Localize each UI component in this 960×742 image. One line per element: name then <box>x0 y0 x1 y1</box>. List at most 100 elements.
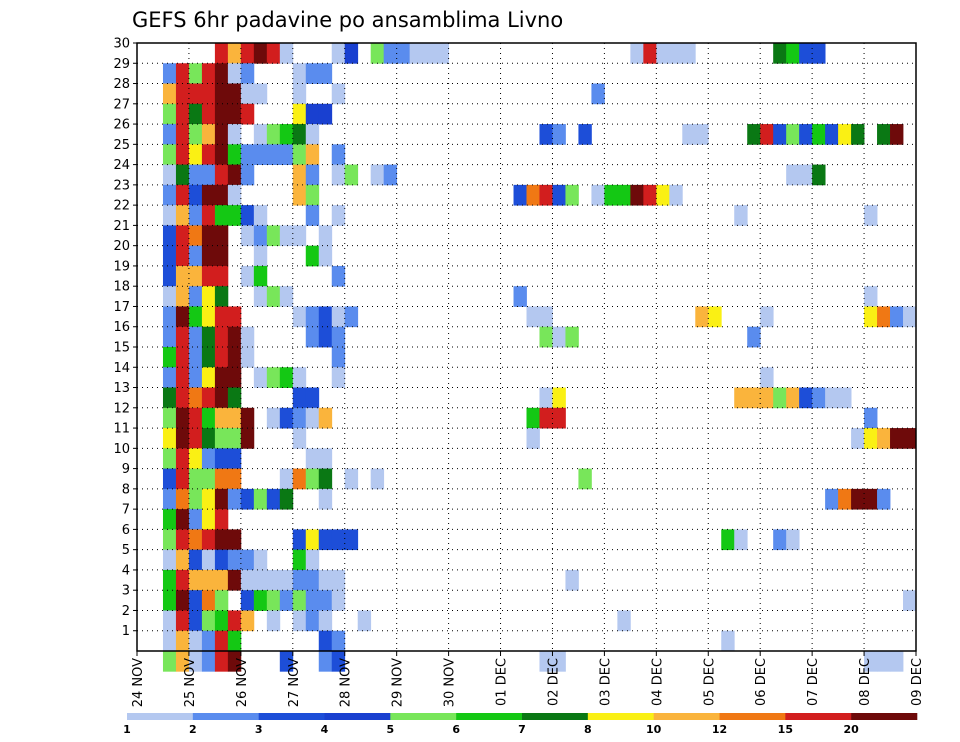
cell-member-17-step-59 <box>903 306 917 328</box>
cell-member-21-step-11 <box>279 225 294 247</box>
cell-member-16-step-8 <box>240 326 255 348</box>
cell-member-26-step-54 <box>838 124 852 145</box>
y-tick-label: 18 <box>113 280 130 295</box>
cell-member-30-step-40 <box>656 43 670 64</box>
cell-member-7-step-4 <box>188 509 203 530</box>
cell-member-5-step-6 <box>214 549 229 571</box>
cell-member-2-step-17 <box>357 610 372 632</box>
cell-member-24-step-19 <box>383 164 398 186</box>
cell-member-12-step-2 <box>162 407 177 429</box>
cell-member-21-step-14 <box>318 225 333 247</box>
cell-member-19-step-6 <box>214 265 229 287</box>
cell-member-3-step-4 <box>188 590 203 611</box>
cell-member-28-step-4 <box>188 83 203 105</box>
cell-member-12-step-32 <box>552 407 566 429</box>
legend-label: 6 <box>452 723 460 736</box>
cell-member-26-step-13 <box>305 124 320 145</box>
cell-member-26-step-4 <box>188 124 203 145</box>
cell-member-24-step-5 <box>201 164 216 186</box>
cell-member-27-step-8 <box>240 103 255 125</box>
cell-member-29-step-13 <box>305 63 320 84</box>
cell-member-2-step-14 <box>318 610 333 632</box>
cell-member-1-step-7 <box>227 630 242 652</box>
cell-member-29-step-14 <box>318 63 333 84</box>
cell-member-4-step-6 <box>214 569 229 591</box>
y-tick-label: 5 <box>122 543 130 558</box>
cell-member-15-step-15 <box>331 347 346 368</box>
x-tick-label: 26 NOV <box>235 658 250 707</box>
legend-swatch-3 <box>324 713 391 720</box>
cell-member-21-step-8 <box>240 225 255 247</box>
cell-member-12-step-56 <box>864 407 878 429</box>
cell-member-22-step-5 <box>201 205 216 226</box>
cell-member-22-step-2 <box>162 205 177 226</box>
cell-member-8-step-10 <box>266 488 281 510</box>
cell-member-11-step-5 <box>201 428 216 449</box>
cell-member-29-step-8 <box>240 63 255 84</box>
cell-member-17-step-2 <box>162 306 177 328</box>
cell-member-19-step-3 <box>175 265 190 287</box>
y-tick-label: 19 <box>113 259 130 274</box>
cell-member-12-step-13 <box>305 407 320 429</box>
cell-member-2-step-3 <box>175 610 190 632</box>
cell-member-16-step-4 <box>188 326 203 348</box>
cell-member-30-step-15 <box>331 43 346 64</box>
cell-member-8-step-57 <box>877 488 891 510</box>
cell-member-0-step-31 <box>539 651 553 672</box>
cell-member-4-step-7 <box>227 569 242 591</box>
cell-member-2-step-7 <box>227 610 242 632</box>
cell-member-4-step-8 <box>240 569 255 591</box>
cell-member-11-step-30 <box>526 428 540 449</box>
cell-member-23-step-3 <box>175 184 190 206</box>
cell-member-11-step-58 <box>890 428 904 449</box>
cell-member-0-step-11 <box>279 651 294 672</box>
cell-member-2-step-6 <box>214 610 229 632</box>
cell-member-13-step-12 <box>292 387 307 409</box>
cell-member-29-step-7 <box>227 63 242 84</box>
cell-member-16-step-47 <box>747 326 761 348</box>
legend-swatch-9 <box>719 713 786 720</box>
cell-member-26-step-47 <box>747 124 761 145</box>
cell-member-23-step-13 <box>305 184 320 206</box>
y-tick-label: 11 <box>113 422 130 437</box>
legend-label: 2 <box>189 723 197 736</box>
y-tick-label: 28 <box>113 77 130 92</box>
x-tick-label: 07 DEC <box>806 658 821 706</box>
cell-member-26-step-11 <box>279 124 294 145</box>
cell-member-10-step-5 <box>201 448 216 469</box>
cell-member-24-step-2 <box>162 164 177 186</box>
cell-member-5-step-2 <box>162 549 177 571</box>
cell-member-2-step-2 <box>162 610 177 632</box>
cell-member-26-step-5 <box>201 124 216 145</box>
cell-member-3-step-12 <box>292 590 307 611</box>
cell-member-5-step-8 <box>240 549 255 571</box>
cell-member-13-step-13 <box>305 387 320 409</box>
cell-member-23-step-32 <box>552 184 566 206</box>
cell-member-2-step-5 <box>201 610 216 632</box>
cell-member-4-step-12 <box>292 569 307 591</box>
y-tick-label: 12 <box>113 401 130 416</box>
cell-member-18-step-2 <box>162 286 177 307</box>
cell-member-20-step-13 <box>305 245 320 267</box>
cell-member-17-step-4 <box>188 306 203 328</box>
cell-member-23-step-29 <box>513 184 527 206</box>
cell-member-30-step-50 <box>786 43 800 64</box>
cell-member-9-step-13 <box>305 468 320 490</box>
legend-swatch-8 <box>653 713 720 720</box>
cell-member-3-step-5 <box>201 590 216 611</box>
cell-member-18-step-3 <box>175 286 190 307</box>
cell-member-7-step-2 <box>162 509 177 530</box>
cell-member-28-step-8 <box>240 83 255 105</box>
cell-member-26-step-48 <box>760 124 774 145</box>
y-tick-label: 26 <box>113 118 130 133</box>
cell-member-25-step-5 <box>201 144 216 165</box>
cell-member-22-step-46 <box>734 205 748 226</box>
y-tick-label: 2 <box>122 604 130 619</box>
cell-member-26-step-32 <box>552 124 566 145</box>
cell-member-22-step-8 <box>240 205 255 226</box>
cell-member-5-step-5 <box>201 549 216 571</box>
legend-swatch-4 <box>390 713 457 720</box>
cell-member-26-step-9 <box>253 124 268 145</box>
cell-member-8-step-8 <box>240 488 255 510</box>
cell-member-17-step-7 <box>227 306 242 328</box>
